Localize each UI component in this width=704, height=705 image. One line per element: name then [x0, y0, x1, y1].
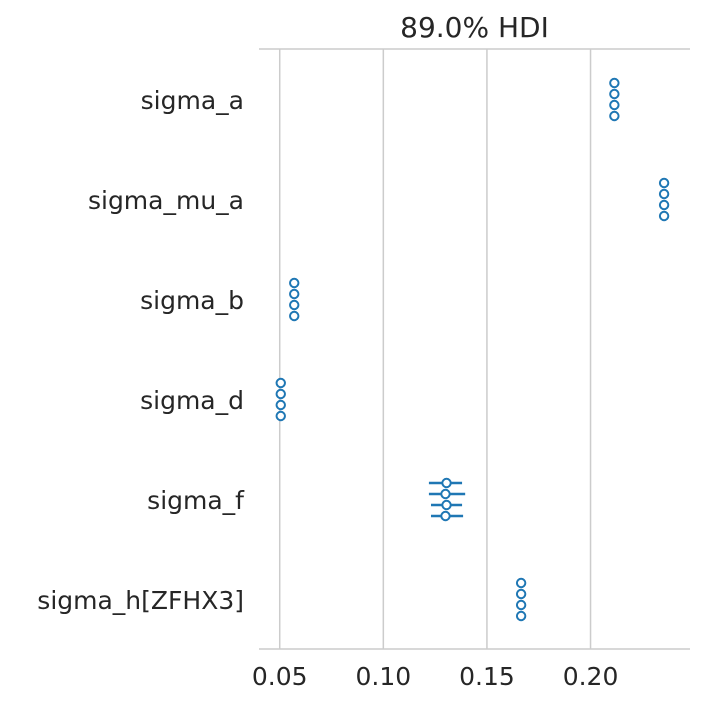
chain-point: [515, 577, 527, 589]
grid-lines: [278, 49, 592, 649]
x-tick-label: 0.10: [355, 662, 411, 691]
chain-point: [289, 299, 300, 311]
chain-point: [289, 310, 300, 322]
chain-point: [275, 377, 286, 389]
x-tick-label: 0.20: [563, 662, 619, 691]
variable-label: sigma_d: [140, 386, 244, 415]
chain-point: [289, 277, 300, 289]
chain-point: [515, 588, 527, 600]
chain-point: [658, 188, 670, 200]
chain-point: [275, 410, 286, 422]
y-axis-labels: sigma_a sigma_mu_a sigma_b sigma_d sigma_fsi…: [37, 86, 245, 615]
variable-label: sigma_a: [141, 86, 244, 115]
chain-point: [441, 499, 452, 511]
chain-point: [275, 399, 286, 411]
chain-point: [275, 388, 286, 400]
chain-point: [658, 177, 670, 189]
x-tick-label: 0.15: [459, 662, 515, 691]
hdi-marks: [275, 77, 670, 622]
variable-label: sigma_f: [147, 486, 245, 515]
variable-label: sigma_b: [140, 286, 244, 315]
x-tick-label: 0.05: [252, 662, 308, 691]
variable-label: sigma_h[ZFHX3]: [37, 586, 244, 615]
x-axis-ticks: 0.05 0.10 0.15 0.20: [252, 662, 618, 691]
chain-point: [609, 110, 620, 122]
chain-point: [440, 510, 451, 522]
chart-title: 89.0% HDI: [400, 11, 549, 44]
chain-point: [515, 599, 527, 611]
variable-label: sigma_mu_a: [88, 186, 244, 215]
chain-point: [440, 488, 451, 500]
chain-point: [658, 210, 670, 222]
chain-point: [658, 199, 670, 211]
chain-point: [609, 88, 620, 100]
chain-point: [289, 288, 300, 300]
chain-point: [441, 477, 452, 489]
chain-point: [515, 610, 527, 622]
chain-point: [609, 99, 620, 111]
chain-point: [609, 77, 620, 89]
